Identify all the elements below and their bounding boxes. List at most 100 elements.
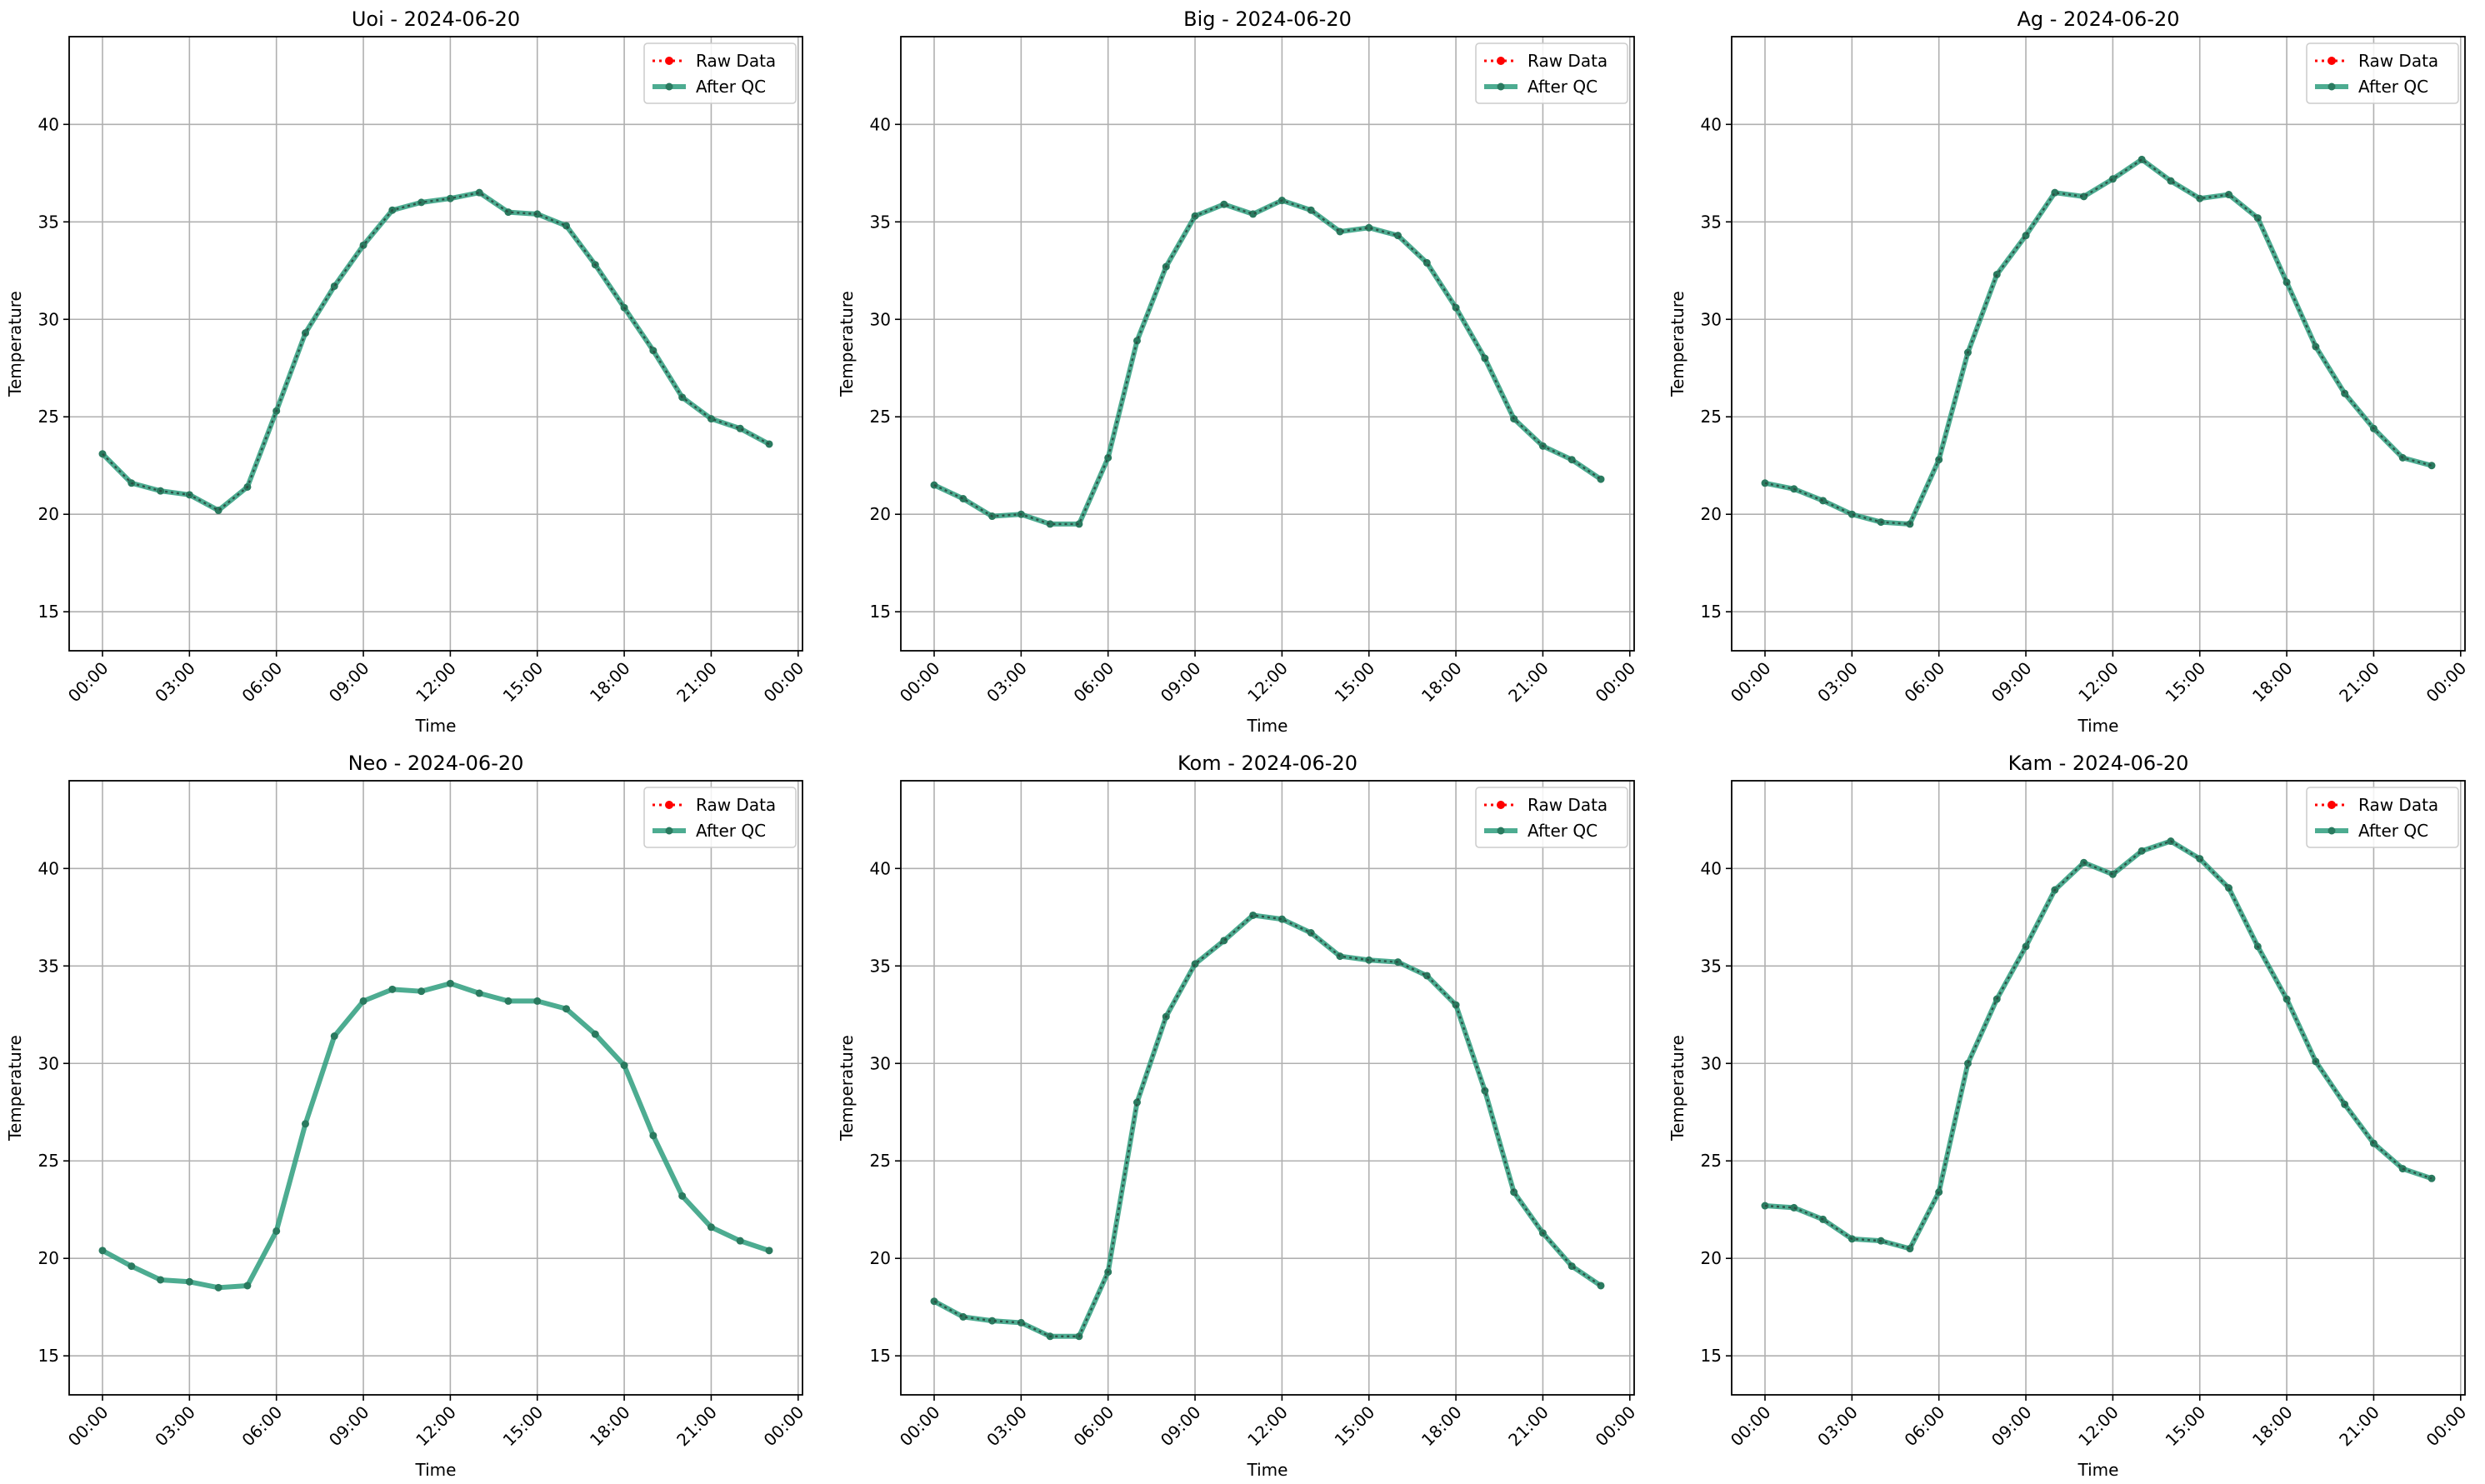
x-tick-label: 15:00 [2162,658,2210,707]
y-tick-label: 15 [870,602,891,622]
x-tick-label: 06:00 [1901,1402,1949,1451]
after-qc-point [418,987,426,996]
y-tick-label: 30 [870,1053,891,1073]
x-tick-label: 15:00 [499,1402,548,1451]
legend: Raw Data After QC [1475,787,1628,848]
after-qc-point [707,1223,715,1232]
after-qc-point [98,1247,107,1255]
y-tick-label: 30 [38,1053,59,1073]
y-tick-label: 35 [38,956,59,976]
y-tick-label: 15 [1701,602,1722,622]
x-axis-label: Time [1247,1460,1288,1480]
y-tick-label: 25 [1701,1151,1722,1171]
x-tick-label: 18:00 [1418,658,1466,707]
after-qc-point [359,997,368,1005]
axes-frame [68,36,803,652]
after-qc-point [243,1282,252,1290]
x-tick-label: 06:00 [1070,1402,1118,1451]
x-axis-label: Time [1247,716,1288,736]
y-tick-label: 25 [870,1151,891,1171]
series-raw-data-line [102,191,770,512]
after-qc-point [446,979,454,987]
after-qc-point [562,222,571,230]
y-axis-label: Temperature [837,1035,857,1142]
x-tick-label: 12:00 [2074,658,2122,707]
x-tick-label: 00:00 [2422,658,2471,707]
y-axis-label: Temperature [1668,291,1688,397]
series-after-qc-line [932,197,1602,527]
after-qc-point [1790,1203,1798,1212]
y-tick-label: 30 [38,309,59,329]
chart-title: Neo - 2024-06-20 [348,752,524,775]
y-tick-label: 30 [1701,1053,1722,1073]
after-qc-point [185,1277,193,1286]
after-qc-point [301,329,309,337]
legend-marker-after-qc [665,827,673,835]
y-tick-label: 15 [1701,1346,1722,1366]
x-tick-label: 00:00 [2422,1402,2471,1451]
x-tick-label: 09:00 [1988,658,2036,707]
x-tick-label: 03:00 [982,658,1031,707]
after-qc-point [1220,200,1228,208]
legend: Raw Data After QC [2306,42,2459,104]
after-qc-point [214,1283,222,1292]
y-tick-label: 20 [1701,1248,1722,1268]
y-tick-label: 20 [1701,504,1722,524]
x-tick-label: 06:00 [238,658,287,707]
series-raw-data-line [933,914,1602,1338]
y-tick-label: 20 [38,1248,59,1268]
subplot-5: 15 20 25 30 35 40 00:00 03:00 06:00 09:00 12:00 15:… [837,752,1639,1480]
y-tick-label: 25 [1701,407,1722,427]
legend-marker-after-qc [1497,827,1505,835]
x-tick-label: 00:00 [1592,658,1640,707]
after-qc-point [301,1120,309,1128]
after-qc-point [2282,278,2291,287]
y-tick-label: 40 [1701,858,1722,878]
y-tick-label: 25 [870,407,891,427]
after-qc-point [2428,462,2436,470]
x-tick-label: 09:00 [1157,658,1205,707]
after-qc-point [1365,223,1373,232]
x-axis-label: Time [415,1460,457,1480]
x-axis-label: Time [2078,716,2119,736]
after-qc-point [446,194,454,202]
y-axis-label: Temperature [1668,1035,1688,1142]
x-tick-label: 09:00 [1157,1402,1205,1451]
y-tick-label: 20 [38,504,59,524]
legend: Raw Data After QC [2306,787,2459,848]
legend: Raw Data After QC [1475,42,1628,104]
legend-label-raw-data: Raw Data [2358,795,2438,815]
y-tick-label: 35 [1701,956,1722,976]
after-qc-point [1075,520,1083,528]
chart-title: Kom - 2024-06-20 [1178,752,1358,775]
subplot-4: 15 20 25 30 35 40 00:00 03:00 06:00 09:00 12:00 15:… [5,752,808,1480]
legend-marker-after-qc [665,82,673,91]
x-tick-label: 00:00 [760,1402,808,1451]
series-raw-data-line [933,199,1602,526]
x-tick-label: 00:00 [896,658,944,707]
legend-label-raw-data: Raw Data [696,51,776,71]
series-after-qc-line [932,912,1602,1339]
y-tick-label: 15 [38,602,59,622]
y-tick-label: 25 [38,1151,59,1171]
after-qc-point [678,1192,687,1200]
after-qc-point [620,1062,628,1070]
legend-label-after-qc: After QC [696,821,766,841]
after-qc-point [765,440,773,448]
axes-frame [900,36,1635,652]
after-qc-point [1046,520,1054,528]
x-axis-label: Time [2078,1460,2119,1480]
y-axis-label: Temperature [837,291,857,397]
x-tick-label: 21:00 [2335,658,2383,707]
after-qc-point [1422,972,1431,980]
y-tick-label: 20 [870,504,891,524]
x-tick-label: 21:00 [2335,1402,2383,1451]
axes-frame [1731,36,2466,652]
x-tick-label: 12:00 [412,658,460,707]
subplot-6: 15 20 25 30 35 40 00:00 03:00 06:00 09:00 12:00 15:… [1668,752,2470,1480]
legend-marker-raw-data [1497,57,1505,65]
series-raw-data-line [1764,840,2432,1250]
after-qc-point [562,1005,571,1013]
x-tick-label: 12:00 [1243,658,1292,707]
